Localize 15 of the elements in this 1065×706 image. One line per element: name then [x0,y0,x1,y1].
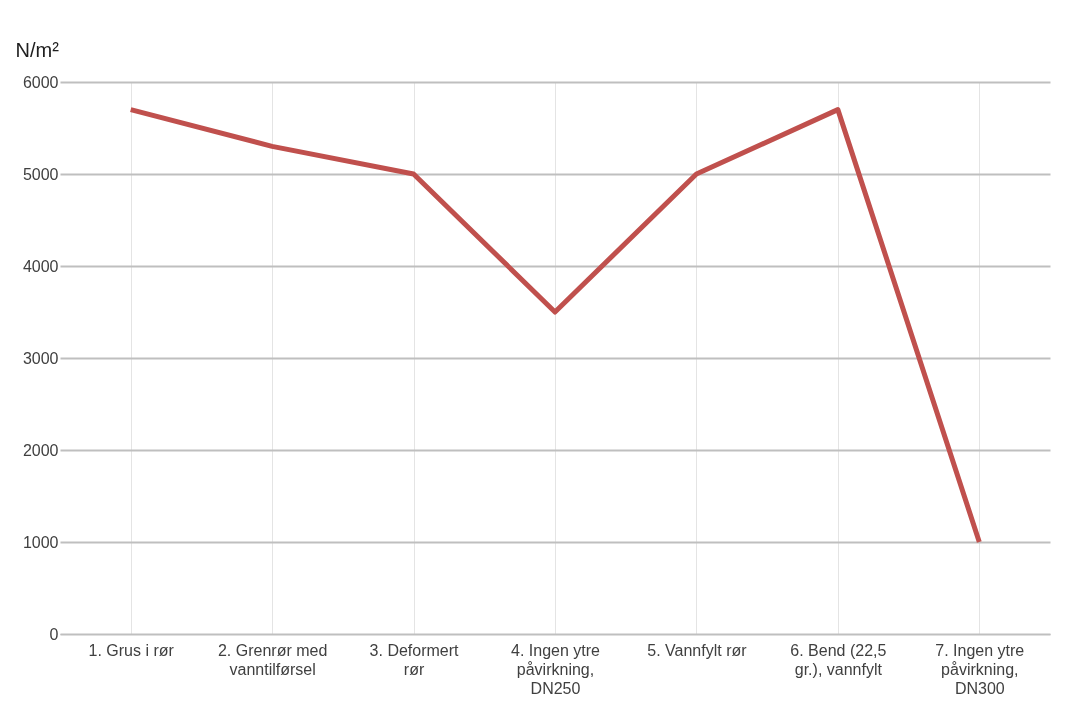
x-tick-label: 4. Ingen ytre påvirkning, DN250 [511,641,601,697]
y-tick-label: 0 [49,625,59,643]
x-tick-label: 6. Bend (22,5 gr.), vannfylt [790,641,887,678]
y-tick-label: 6000 [22,73,59,91]
y-tick-label: 2000 [22,441,59,459]
y-tick-label: 5000 [22,165,59,183]
x-tick-label: 2. Grenrør med vanntilførsel [217,641,328,678]
y-tick-label: 4000 [22,257,59,275]
x-tick-label: 3. Deformert rør [369,641,460,678]
x-tick-label: 7. Ingen ytre påvirkning, DN300 [935,641,1025,697]
x-tick-label: 1. Grus i rør [88,641,175,659]
y-axis-title: N/m² [15,38,60,61]
x-tick-label: 5. Vannfylt rør [647,641,748,659]
y-tick-label: 1000 [22,533,59,551]
y-tick-label: 3000 [22,349,59,367]
